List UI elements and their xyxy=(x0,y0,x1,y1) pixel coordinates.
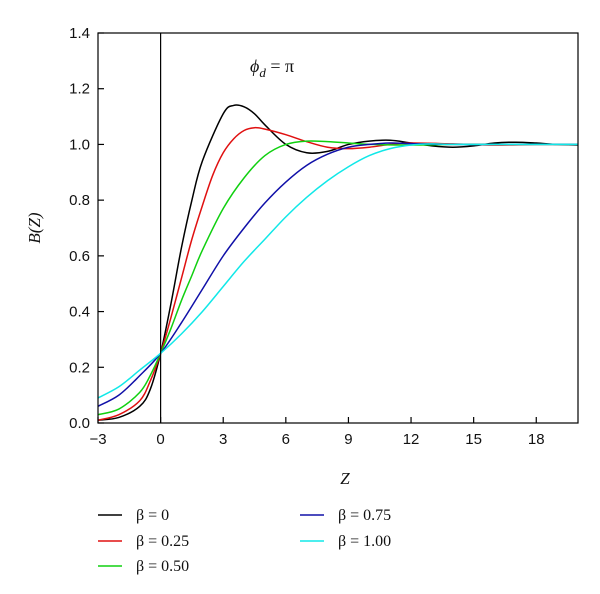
y-tick-label: 1.2 xyxy=(69,81,90,98)
legend-label-1: β = 0 xyxy=(136,507,169,524)
y-axis-label: B(Z) xyxy=(25,212,44,244)
y-tick-label: 1.0 xyxy=(69,136,90,153)
y-tick-label: 0.8 xyxy=(69,192,90,209)
series-line-1 xyxy=(98,104,578,421)
x-tick-label: 9 xyxy=(344,431,352,448)
phase-annotation-subscript: d xyxy=(259,65,266,80)
legend-label-4: β = 0.75 xyxy=(338,507,391,524)
y-tick-label: 0.0 xyxy=(69,415,90,432)
y-tick-label: 1.4 xyxy=(69,25,90,42)
series-line-4 xyxy=(98,142,578,407)
y-tick-label: 0.2 xyxy=(69,359,90,376)
x-tick-label: 18 xyxy=(528,431,545,448)
x-tick-label: 12 xyxy=(403,431,420,448)
plot-frame xyxy=(97,32,579,424)
x-axis-ticks: −3 0 3 6 9 12 15 18 xyxy=(89,417,545,448)
x-tick-label: 0 xyxy=(156,431,164,448)
x-axis-label: Z xyxy=(340,469,350,488)
phase-annotation-symbol: ϕ xyxy=(250,56,259,76)
y-tick-label: 0.6 xyxy=(69,248,90,265)
legend-label-5: β = 1.00 xyxy=(338,533,391,550)
series-line-2 xyxy=(98,126,578,421)
phase-annotation-rest: = π xyxy=(266,56,294,76)
x-tick-label: 15 xyxy=(465,431,482,448)
series-line-5 xyxy=(98,143,578,399)
x-tick-label: 6 xyxy=(282,431,290,448)
legend-label-3: β = 0.50 xyxy=(136,558,189,575)
series-line-3 xyxy=(98,140,578,416)
phase-annotation: ϕd = π xyxy=(250,56,294,80)
y-tick-label: 0.4 xyxy=(69,304,90,321)
x-tick-label: 3 xyxy=(219,431,227,448)
series-layer xyxy=(98,104,578,421)
x-tick-label: −3 xyxy=(89,431,106,448)
legend-label-2: β = 0.25 xyxy=(136,533,189,550)
y-axis-ticks: 0.0 0.2 0.4 0.6 0.8 1.0 1.2 1.4 xyxy=(69,25,104,432)
legend: β = 0 β = 0.25 β = 0.50 β = 0.75 β = 1.00 xyxy=(98,507,391,575)
